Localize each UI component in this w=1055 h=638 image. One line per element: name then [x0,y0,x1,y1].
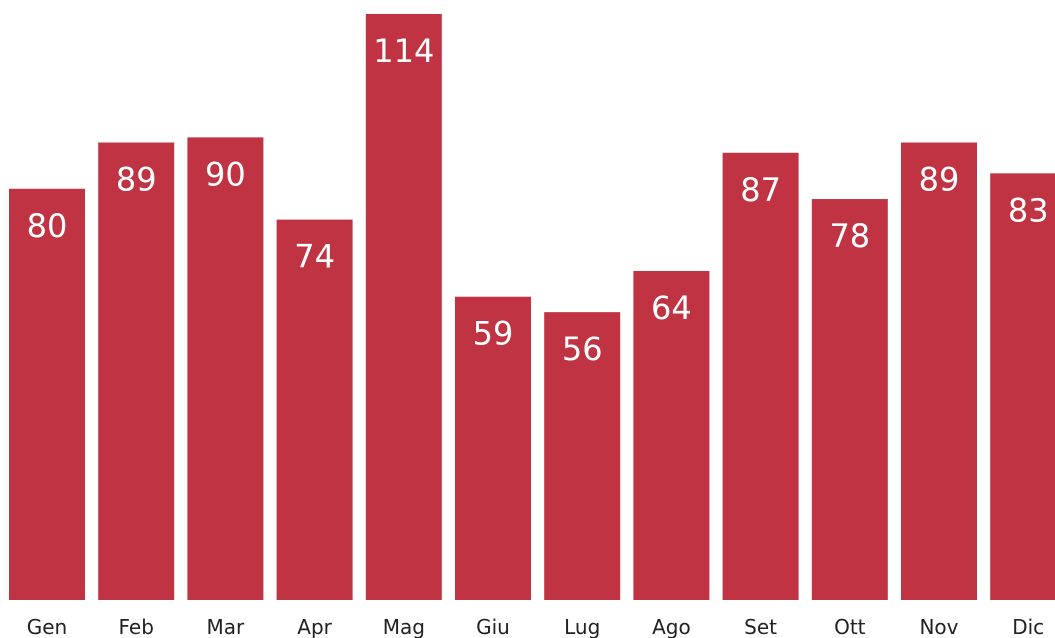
bar [276,219,353,601]
bar [990,173,1055,600]
x-tick-label: Ago [652,615,691,638]
x-tick-label: Mar [207,615,246,638]
value-label: 78 [829,217,870,255]
bar [901,142,977,600]
value-label: 83 [1008,191,1049,229]
x-tick-label: Giu [476,615,510,638]
value-label: 80 [27,207,68,245]
x-tick-label: Mag [383,615,425,638]
bar [187,137,264,601]
bar [455,296,531,600]
value-label: 59 [473,315,514,353]
x-tick-label: Feb [118,615,153,638]
bar [811,199,888,601]
value-label: 64 [651,289,692,327]
x-tick-label: Ott [834,615,866,638]
value-label: 87 [740,171,781,209]
value-label: 74 [294,238,335,276]
value-label: 56 [562,330,603,368]
bar [633,271,710,600]
x-tick-label: Dic [1012,615,1044,638]
bar [722,152,799,600]
value-label: 89 [919,161,960,199]
value-label: 89 [116,161,157,199]
bar [544,312,621,600]
x-tick-label: Set [744,615,777,638]
x-tick-label: Nov [919,615,958,638]
bar [365,14,442,600]
value-label: 90 [205,155,246,193]
value-label: 114 [373,32,434,70]
bar [9,188,85,601]
x-tick-label: Lug [564,615,600,638]
x-tick-label: Apr [297,615,332,638]
x-tick-label: Gen [27,615,67,638]
bar [98,142,175,600]
